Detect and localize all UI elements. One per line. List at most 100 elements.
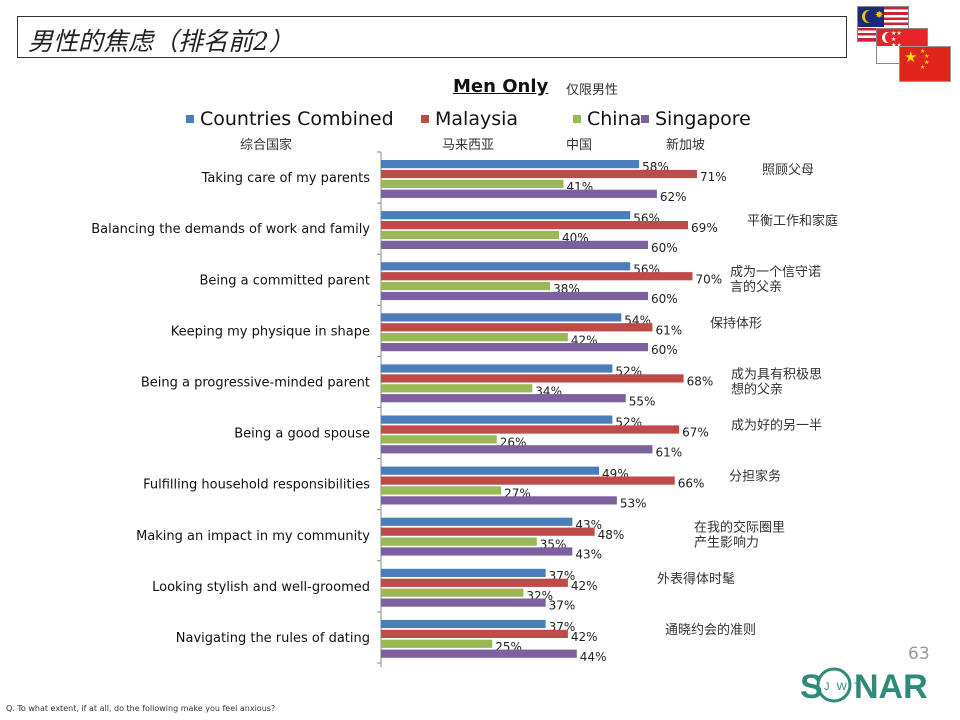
data-label: 66% xyxy=(678,477,705,491)
category-label-cn: 成为具有积极思 xyxy=(731,367,822,382)
bar xyxy=(381,415,613,424)
category-label: Navigating the rules of dating xyxy=(176,631,370,646)
category-label-cn: 通晓约会的准则 xyxy=(665,622,756,638)
legend-item-combined: Countries Combined xyxy=(186,108,394,130)
bar xyxy=(381,189,657,198)
data-label: 61% xyxy=(655,445,682,459)
bar xyxy=(381,221,689,230)
bar xyxy=(381,649,577,658)
page-title: 男性的焦虑（排名前2） xyxy=(28,27,294,56)
data-label: 42% xyxy=(571,579,598,593)
bar xyxy=(381,537,537,546)
page-number: 63 xyxy=(908,644,930,664)
data-label: 68% xyxy=(687,375,714,389)
bar xyxy=(381,333,568,342)
data-label: 60% xyxy=(651,343,678,357)
data-label: 37% xyxy=(549,599,576,613)
data-label: 70% xyxy=(696,272,723,286)
data-label: 61% xyxy=(655,323,682,337)
data-label: 60% xyxy=(651,241,678,255)
category-label-cn: 外表得体时髦 xyxy=(657,571,735,587)
legend-label-cn: 中国 xyxy=(566,138,593,153)
bar xyxy=(381,323,653,332)
legend-item-singapore: Singapore xyxy=(641,108,751,130)
bar xyxy=(381,466,600,475)
bar xyxy=(381,598,546,607)
legend-label: China xyxy=(587,108,642,130)
bar xyxy=(381,619,546,629)
category-label-cn: 在我的交际圈里 xyxy=(694,520,785,536)
bar xyxy=(381,364,613,373)
category-label-cn: 照顾父母 xyxy=(762,163,814,178)
category-label-cn: 平衡工作和家庭 xyxy=(747,213,838,229)
category-label: Keeping my physique in shape xyxy=(171,324,370,339)
bar xyxy=(381,629,568,638)
bar xyxy=(381,343,648,352)
bar xyxy=(381,313,622,322)
bar xyxy=(381,639,493,648)
data-label: 43% xyxy=(575,548,602,562)
bar xyxy=(381,282,551,291)
legend-swatch xyxy=(641,115,649,123)
svg-text:S: S xyxy=(800,668,823,706)
legend-label-cn: 综合国家 xyxy=(240,138,293,153)
china-flag: ★ ★ ★ ★ ★ xyxy=(899,46,951,82)
bar xyxy=(381,547,573,556)
data-label: 48% xyxy=(598,528,625,542)
bar xyxy=(381,394,626,403)
category-label: Being a progressive-minded parent xyxy=(141,375,370,390)
data-label: 62% xyxy=(660,190,687,204)
data-label: 53% xyxy=(620,497,647,511)
legend-item-malaysia: Malaysia xyxy=(421,108,518,130)
bar xyxy=(381,568,546,577)
data-label: 60% xyxy=(651,292,678,306)
bar xyxy=(381,445,653,454)
data-label: 44% xyxy=(580,650,607,664)
bar xyxy=(381,160,640,169)
category-label: Balancing the demands of work and family xyxy=(91,222,370,237)
legend-swatch xyxy=(186,115,194,123)
category-label: Being a committed parent xyxy=(200,273,370,288)
survey-question: Q. To what extent, if at all, do the fol… xyxy=(6,704,276,713)
bar xyxy=(381,291,648,301)
svg-text:NAR: NAR xyxy=(854,668,928,706)
bar xyxy=(381,435,497,444)
legend-label-cn: 马来西亚 xyxy=(442,138,495,153)
legend-label-cn: 新加坡 xyxy=(666,138,706,153)
bar xyxy=(381,169,697,179)
category-label-cn: 言的父亲 xyxy=(730,279,782,295)
category-label: Looking stylish and well-groomed xyxy=(152,580,370,595)
legend-swatch xyxy=(421,115,429,123)
legend-label: Countries Combined xyxy=(200,108,394,130)
svg-text:J W T: J W T xyxy=(824,681,863,693)
category-label-cn: 成为好的另一半 xyxy=(731,418,822,434)
chart-subtitle-cn: 仅限男性 xyxy=(566,83,619,98)
chart-subtitle: Men Only xyxy=(453,76,549,97)
sonar-jwt-logo: S J W T NAR xyxy=(800,667,928,706)
data-label: 71% xyxy=(700,170,727,184)
category-label: Being a good spouse xyxy=(234,427,370,442)
category-label-cn: 产生影响力 xyxy=(694,535,759,551)
bar xyxy=(381,517,573,526)
legend-item-china: China xyxy=(573,108,641,130)
data-label: 55% xyxy=(629,394,656,408)
category-label-cn: 想的父亲 xyxy=(731,381,783,397)
bar xyxy=(381,179,564,188)
bar xyxy=(381,384,533,393)
bar xyxy=(381,230,559,240)
category-label-cn: 成为一个信守诺 xyxy=(730,265,821,280)
bar xyxy=(381,496,617,505)
bar xyxy=(381,486,502,495)
data-label: 69% xyxy=(691,221,718,235)
category-label-cn: 分担家务 xyxy=(729,469,781,485)
category-label-cn: 保持体形 xyxy=(710,316,762,331)
data-label: 42% xyxy=(571,630,598,644)
bar xyxy=(381,476,675,485)
legend-swatch xyxy=(573,115,581,123)
bar xyxy=(381,425,680,434)
category-label: Fulfilling household responsibilities xyxy=(143,478,370,493)
bar xyxy=(381,374,684,383)
bar xyxy=(381,578,568,587)
bar xyxy=(381,240,648,249)
bar xyxy=(381,588,524,597)
